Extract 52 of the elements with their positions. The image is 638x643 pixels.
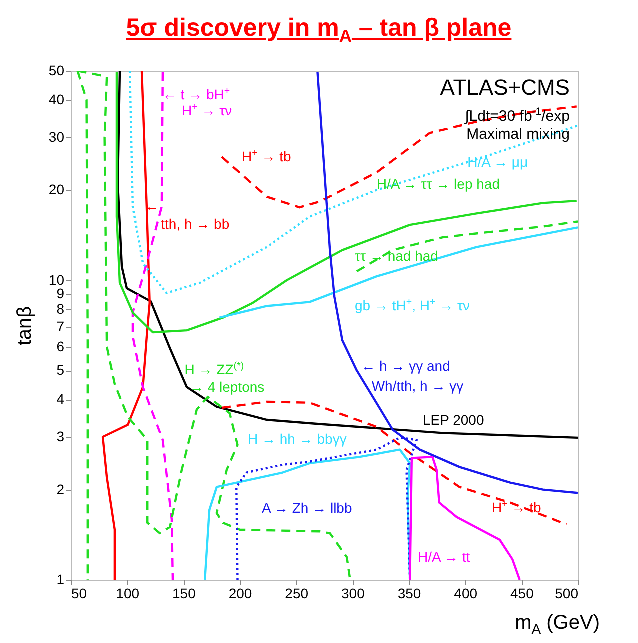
annotation: H/A → μμ: [468, 154, 528, 170]
annotation: ττ → had had: [355, 248, 438, 264]
annotation: H/A → tt: [418, 549, 470, 565]
x-tick-label: 350: [398, 586, 422, 602]
x-tick-label: 150: [172, 586, 196, 602]
x-tick-label: 450: [510, 586, 534, 602]
x-tick-label: 100: [116, 586, 140, 602]
y-tick-label: 50: [48, 62, 65, 78]
chart-title: 5σ discovery in m$_{A}$ – tan β plane: [125, 14, 513, 47]
line-series: [204, 448, 412, 580]
x-tick-label: 200: [228, 586, 252, 602]
y-tick-label: 20: [48, 182, 65, 198]
y-tick-label: 1: [56, 572, 65, 588]
y-axis-title: tanβ: [14, 306, 36, 346]
annotation: H → hh → bbγγ: [248, 431, 347, 447]
y-tick-label: 3: [56, 428, 65, 445]
x-tick-label: 400: [454, 586, 478, 602]
y-tick-label: 30: [48, 128, 65, 145]
y-tick-label: 5: [56, 362, 65, 378]
y-tick-label: 2: [56, 481, 65, 498]
line-series: [220, 106, 578, 209]
annotation: ← h → γγ and: [362, 358, 450, 374]
annotation: H → ZZ$^{(*)}$: [184, 361, 244, 378]
annotation: Wh/tth, h → γγ: [372, 378, 464, 394]
line-series: [116, 71, 578, 334]
annotation: H$^{+}$ → tb: [242, 148, 292, 165]
annotation: LEP 2000: [423, 412, 484, 428]
y-tick-label: 9: [56, 286, 65, 302]
x-axis-title: m$_{A}$ (GeV): [515, 612, 600, 637]
x-tick-label: 500: [555, 586, 579, 602]
annotation: H/A → ττ → lep had: [376, 176, 500, 192]
annotation: H$^{+}$ → τν: [182, 102, 232, 119]
annotation: ATLAS+CMS: [440, 75, 570, 100]
annotation: tth, h → bb: [161, 216, 230, 232]
annotation: gb → tH$^{+}$, H$^{+}$ → τν: [355, 297, 470, 314]
line-series: [409, 456, 521, 580]
x-tick-label: 300: [341, 586, 366, 602]
y-tick-label: 8: [56, 300, 65, 317]
y-tick-label: 4: [56, 391, 65, 408]
x-tick-label: 250: [285, 586, 309, 602]
line-series: [128, 71, 578, 294]
annotation: ←: [145, 198, 160, 214]
y-tick-label: 6: [56, 338, 65, 354]
annotation: A → Zh → llbb: [262, 500, 352, 516]
y-tick-label: 10: [48, 272, 65, 288]
y-tick-label: 40: [48, 92, 65, 108]
x-tick-label: 50: [72, 586, 88, 602]
annotation: → 4 leptons: [190, 379, 265, 396]
annotation: ← t → bH$^{+}$: [162, 86, 230, 103]
line-series: [220, 400, 568, 526]
line-series: [356, 220, 578, 273]
y-tick-label: 7: [56, 318, 65, 334]
